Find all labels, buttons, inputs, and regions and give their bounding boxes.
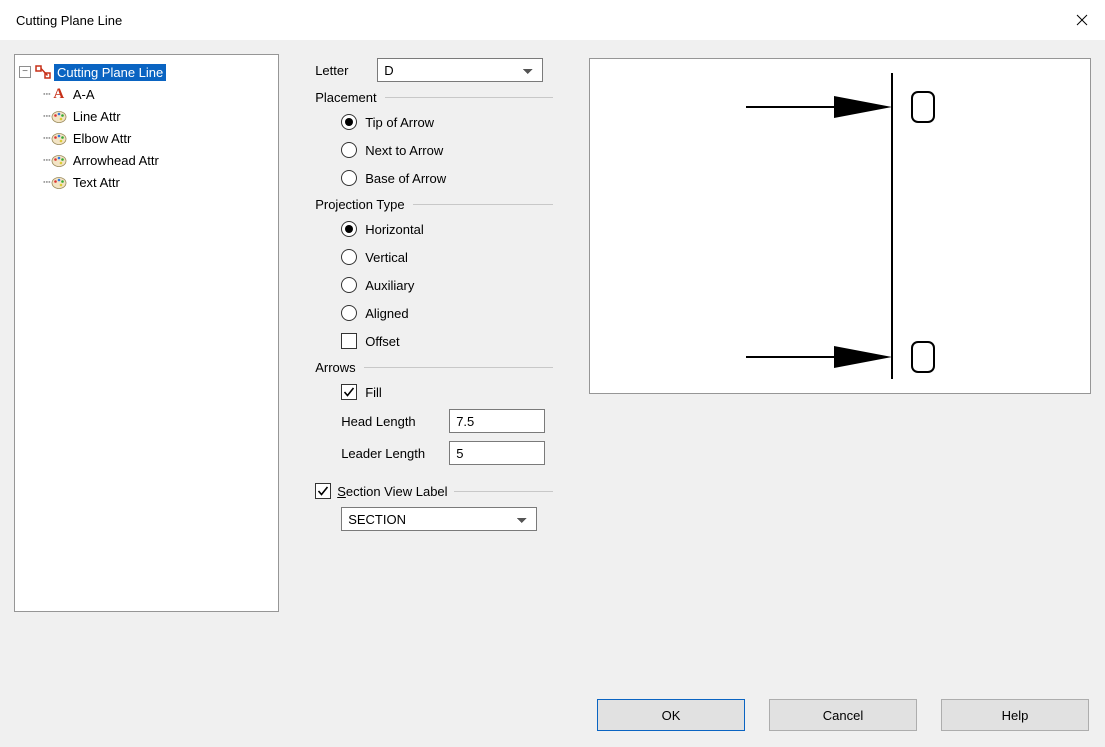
- arrows-title: Arrows: [315, 360, 355, 375]
- tree-item[interactable]: ⋯ Elbow Attr: [19, 127, 274, 149]
- cancel-button[interactable]: Cancel: [769, 699, 917, 731]
- close-button[interactable]: [1059, 4, 1105, 36]
- placement-radio[interactable]: [341, 114, 357, 130]
- arrows-group: Arrows Fill Head Length Leader Length: [315, 360, 553, 465]
- letter-a-icon: A: [50, 86, 68, 103]
- tree-item-label: Text Attr: [70, 174, 123, 191]
- offset-label: Offset: [365, 334, 399, 349]
- tree-toggle[interactable]: −: [19, 66, 31, 78]
- projection-title: Projection Type: [315, 197, 404, 212]
- cutting-plane-icon: [34, 65, 52, 79]
- fill-checkbox[interactable]: [341, 384, 357, 400]
- projection-radio[interactable]: [341, 249, 357, 265]
- titlebar: Cutting Plane Line: [0, 0, 1105, 40]
- preview-panel: [589, 58, 1091, 394]
- tree-item-label: A-A: [70, 86, 98, 103]
- leader-length-label: Leader Length: [341, 446, 449, 461]
- divider: [413, 204, 553, 205]
- close-icon: [1076, 14, 1088, 26]
- letter-select[interactable]: D: [377, 58, 543, 82]
- tree-branch: ⋯: [43, 175, 50, 190]
- head-length-input[interactable]: [449, 409, 545, 433]
- divider: [364, 367, 553, 368]
- placement-option-label: Tip of Arrow: [365, 115, 434, 130]
- options-form: Letter D Placement Tip of Arrow Next to A…: [315, 54, 553, 691]
- window-title: Cutting Plane Line: [16, 13, 1059, 28]
- palette-icon: [50, 109, 68, 123]
- fill-label: Fill: [365, 385, 382, 400]
- tree-branch: ⋯: [43, 131, 50, 146]
- ok-button[interactable]: OK: [597, 699, 745, 731]
- tree-item[interactable]: ⋯ Arrowhead Attr: [19, 149, 274, 171]
- placement-group: Placement Tip of Arrow Next to Arrow Base …: [315, 90, 553, 189]
- placement-title: Placement: [315, 90, 376, 105]
- projection-radio[interactable]: [341, 221, 357, 237]
- projection-radio[interactable]: [341, 305, 357, 321]
- help-button[interactable]: Help: [941, 699, 1089, 731]
- tree-item[interactable]: ⋯ Line Attr: [19, 105, 274, 127]
- tree-branch: ⋯: [43, 87, 50, 102]
- placement-radio[interactable]: [341, 170, 357, 186]
- svl-rest: ection View Label: [346, 484, 448, 499]
- divider: [385, 97, 553, 98]
- divider: [454, 491, 553, 492]
- projection-radio[interactable]: [341, 277, 357, 293]
- tree-item[interactable]: ⋯AA-A: [19, 83, 274, 105]
- placement-radio[interactable]: [341, 142, 357, 158]
- tree-branch: ⋯: [43, 109, 50, 124]
- palette-icon: [50, 131, 68, 145]
- tree-root-row[interactable]: − Cutting Plane Line: [19, 61, 274, 83]
- section-view-label-select[interactable]: SECTION: [341, 507, 537, 531]
- head-length-label: Head Length: [341, 414, 449, 429]
- section-view-label-checkbox[interactable]: [315, 483, 331, 499]
- palette-icon: [50, 175, 68, 189]
- offset-checkbox[interactable]: [341, 333, 357, 349]
- projection-group: Projection Type Horizontal Vertical Auxili…: [315, 197, 553, 352]
- tree-item[interactable]: ⋯ Text Attr: [19, 171, 274, 193]
- letter-label: Letter: [315, 63, 377, 78]
- tree-item-label: Elbow Attr: [70, 130, 135, 147]
- palette-icon: [50, 153, 68, 167]
- projection-option-label: Horizontal: [365, 222, 424, 237]
- projection-option-label: Auxiliary: [365, 278, 414, 293]
- tree-item-label: Arrowhead Attr: [70, 152, 162, 169]
- projection-option-label: Vertical: [365, 250, 408, 265]
- projection-option-label: Aligned: [365, 306, 408, 321]
- tree-panel: − Cutting Plane Line ⋯AA-A⋯Line Attr⋯Elb…: [14, 54, 279, 612]
- button-bar: OK Cancel Help: [14, 691, 1091, 733]
- tree-root-label: Cutting Plane Line: [54, 64, 166, 81]
- tree-branch: ⋯: [43, 153, 50, 168]
- placement-option-label: Next to Arrow: [365, 143, 443, 158]
- placement-option-label: Base of Arrow: [365, 171, 446, 186]
- section-view-label-title: Section View Label: [337, 484, 447, 499]
- leader-length-input[interactable]: [449, 441, 545, 465]
- tree-item-label: Line Attr: [70, 108, 124, 125]
